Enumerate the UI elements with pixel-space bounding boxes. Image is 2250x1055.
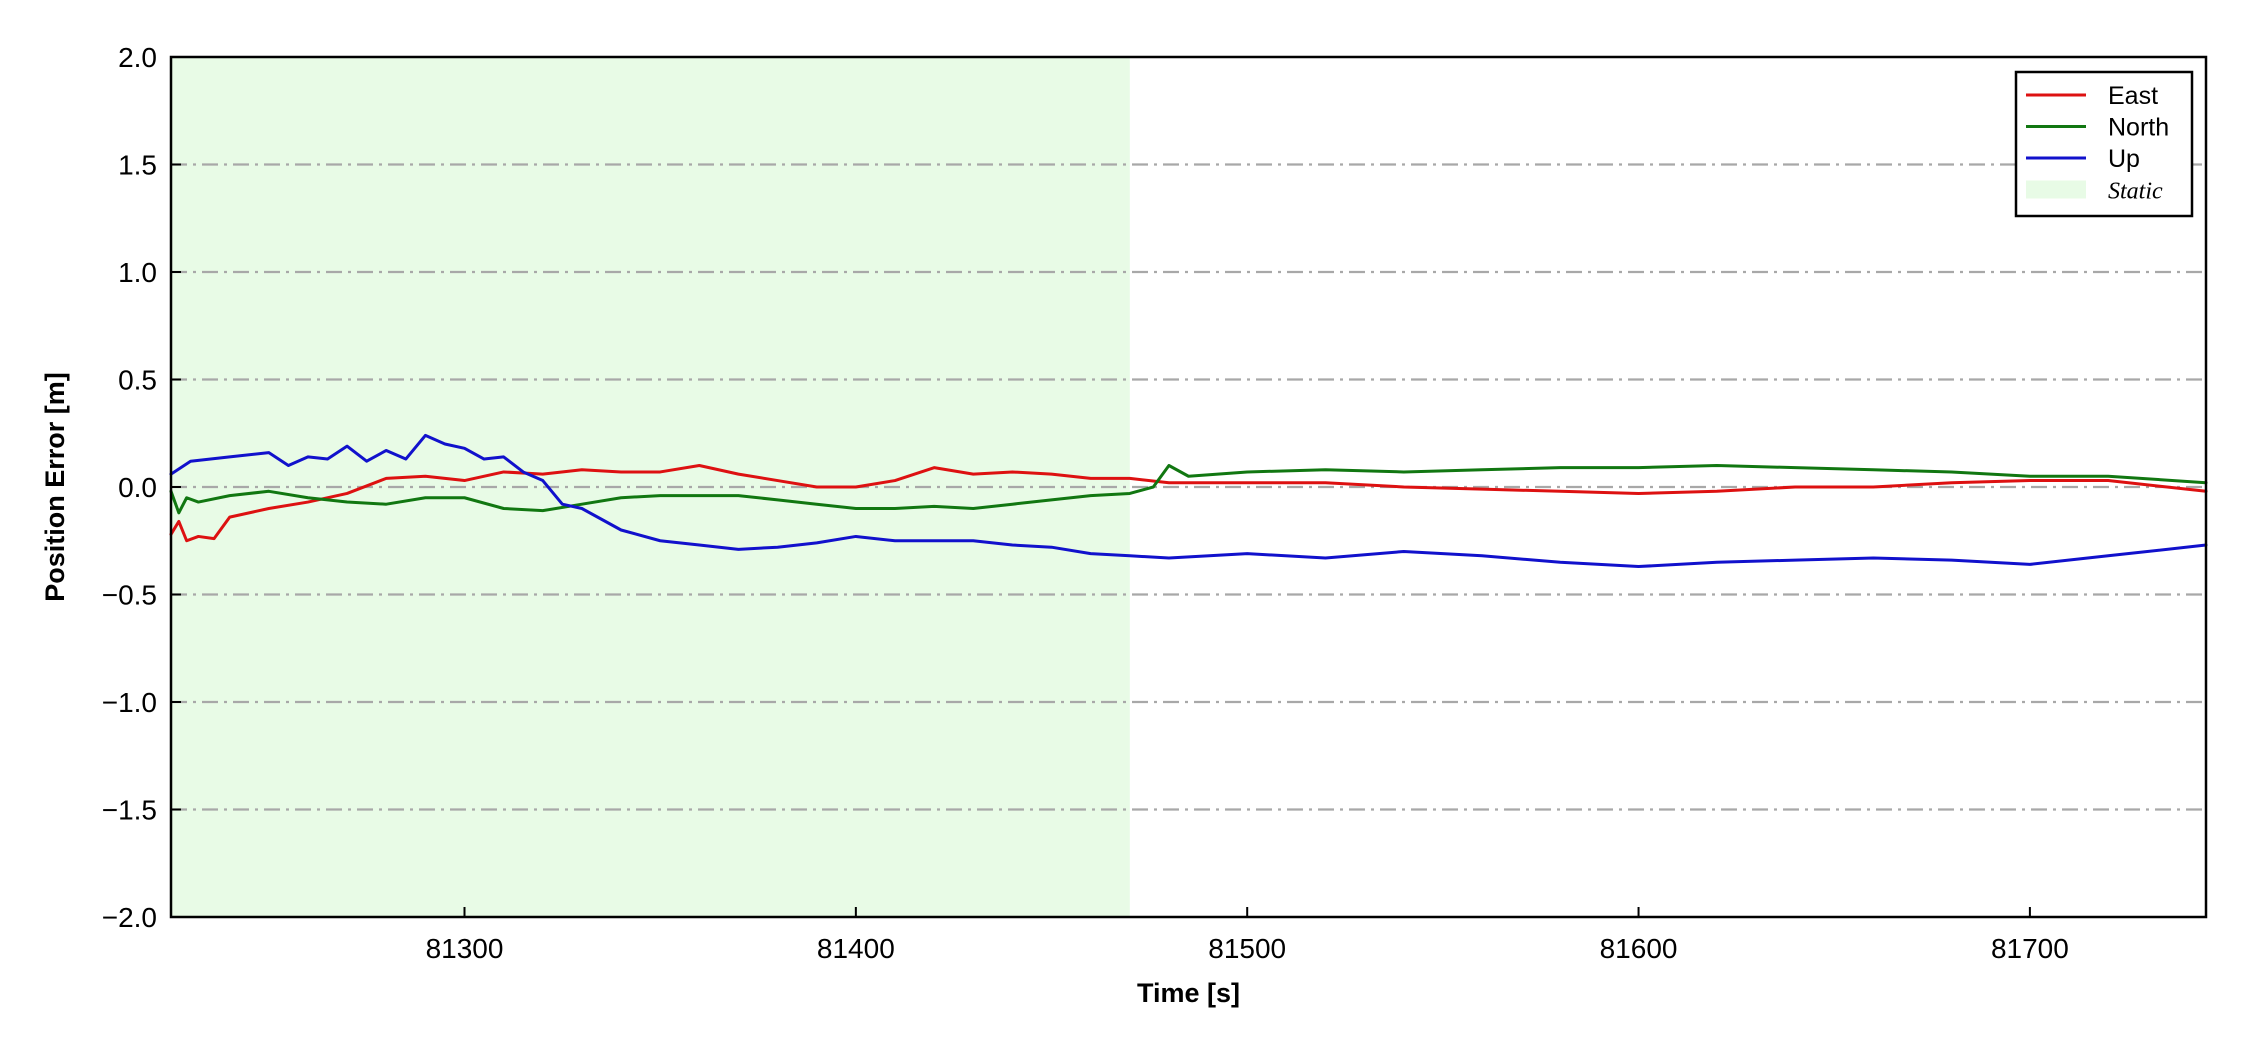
legend-label-static: Static [2108,179,2163,205]
x-tick-label-1: 81400 [817,933,895,964]
y-tick-label-1: −1.5 [102,795,157,826]
y-tick-label-7: 1.5 [118,150,157,181]
legend-label-east: East [2108,82,2158,110]
series-line-east [169,464,2208,543]
y-tick-label-6: 1.0 [118,257,157,288]
y-tick-label-2: −1.0 [102,687,157,718]
x-axis-title: Time [s] [1137,978,1240,1008]
legend-swatch-static [2026,180,2086,199]
x-tick-label-0: 81300 [426,933,504,964]
y-tick-label-0: −2.0 [102,902,157,933]
series-line-up [169,433,2208,569]
x-tick-label-3: 81600 [1600,933,1678,964]
legend-label-up: Up [2108,145,2140,173]
y-tick-label-5: 0.5 [118,365,157,396]
y-tick-label-8: 2.0 [118,42,157,73]
x-tick-label-4: 81700 [1991,933,2069,964]
y-tick-label-4: 0.0 [118,472,157,503]
x-tick-label-2: 81500 [1208,933,1286,964]
y-axis-title: Position Error [m] [40,372,70,602]
y-tick-label-3: −0.5 [102,580,157,611]
legend-label-north: North [2108,114,2169,142]
series-line-north [169,464,2208,515]
